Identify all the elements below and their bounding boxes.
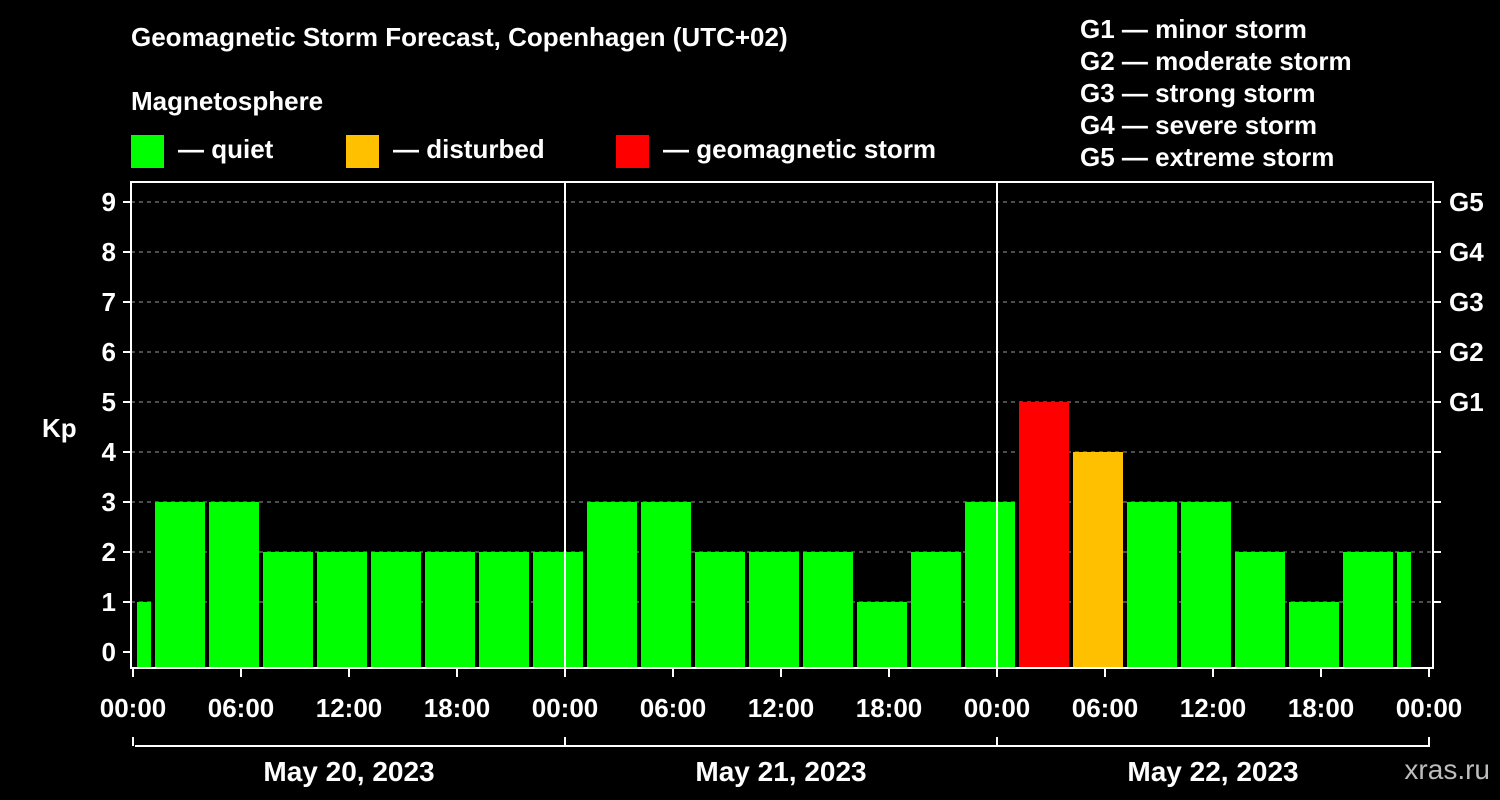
kp-bar xyxy=(911,552,961,668)
storm-scale-g1: G1 — minor storm xyxy=(1080,14,1307,44)
x-tick-label: 18:00 xyxy=(424,693,491,723)
y-tick-label: 1 xyxy=(102,587,116,617)
x-tick-label: 18:00 xyxy=(856,693,923,723)
legend-label-quiet: — quiet xyxy=(178,134,274,164)
legend-label-disturbed: — disturbed xyxy=(393,134,545,164)
storm-scale-g4: G4 — severe storm xyxy=(1080,110,1318,140)
y-tick-label: 4 xyxy=(102,437,117,467)
x-tick-label: 12:00 xyxy=(316,693,383,723)
legend-swatch-disturbed xyxy=(346,135,379,168)
kp-bar xyxy=(209,502,259,668)
kp-bar xyxy=(479,552,529,668)
legend-swatch-quiet xyxy=(131,135,164,168)
x-tick-label: 06:00 xyxy=(640,693,707,723)
x-tick-label: 00:00 xyxy=(964,693,1031,723)
legend-swatch-storm xyxy=(616,135,649,168)
kp-bar xyxy=(425,552,475,668)
y-axis-label: Kp xyxy=(42,413,77,443)
storm-scale-g3: G3 — strong storm xyxy=(1080,78,1316,108)
kp-bar xyxy=(1397,552,1411,668)
kp-bar xyxy=(749,552,799,668)
kp-bar xyxy=(1343,552,1393,668)
kp-bar xyxy=(263,552,313,668)
y-tick-label: 5 xyxy=(102,387,116,417)
y-tick-label: 6 xyxy=(102,337,116,367)
kp-bar xyxy=(1127,502,1177,668)
legend-label-storm: — geomagnetic storm xyxy=(663,134,937,164)
kp-bar xyxy=(1235,552,1285,668)
x-tick-label: 00:00 xyxy=(1396,693,1463,723)
kp-bar xyxy=(1181,502,1231,668)
day-label: May 21, 2023 xyxy=(695,756,866,787)
x-tick-label: 18:00 xyxy=(1288,693,1355,723)
x-tick-label: 06:00 xyxy=(1072,693,1139,723)
day-label: May 20, 2023 xyxy=(263,756,434,787)
g-scale-label: G5 xyxy=(1449,187,1484,217)
y-tick-label: 9 xyxy=(102,187,116,217)
magnetosphere-heading: Magnetosphere xyxy=(131,86,324,116)
x-tick-label: 06:00 xyxy=(208,693,275,723)
storm-scale-g5: G5 — extreme storm xyxy=(1080,142,1335,172)
kp-bar xyxy=(1019,402,1069,668)
chart-title: Geomagnetic Storm Forecast, Copenhagen (… xyxy=(131,22,788,52)
kp-bar xyxy=(155,502,205,668)
x-tick-label: 12:00 xyxy=(1180,693,1247,723)
x-tick-label: 12:00 xyxy=(748,693,815,723)
y-tick-label: 3 xyxy=(102,487,116,517)
kp-bar xyxy=(695,552,745,668)
y-tick-label: 8 xyxy=(102,237,116,267)
g-scale-label: G1 xyxy=(1449,387,1484,417)
kp-bar xyxy=(803,552,853,668)
kp-bar xyxy=(533,552,583,668)
g-scale-label: G2 xyxy=(1449,337,1484,367)
y-tick-label: 0 xyxy=(102,637,116,667)
kp-bar xyxy=(965,502,1015,668)
kp-bar xyxy=(371,552,421,668)
kp-bar xyxy=(317,552,367,668)
kp-bar xyxy=(857,602,907,668)
x-tick-label: 00:00 xyxy=(532,693,599,723)
g-scale-label: G4 xyxy=(1449,237,1484,267)
kp-bar xyxy=(587,502,637,668)
x-tick-label: 00:00 xyxy=(100,693,167,723)
day-label: May 22, 2023 xyxy=(1127,756,1298,787)
y-tick-label: 7 xyxy=(102,287,116,317)
kp-bar xyxy=(1289,602,1339,668)
kp-bar xyxy=(137,602,151,668)
watermark: xras.ru xyxy=(1404,754,1490,785)
y-tick-label: 2 xyxy=(102,537,116,567)
kp-bar xyxy=(1073,452,1123,668)
kp-bar xyxy=(641,502,691,668)
g-scale-label: G3 xyxy=(1449,287,1484,317)
storm-scale-g2: G2 — moderate storm xyxy=(1080,46,1352,76)
